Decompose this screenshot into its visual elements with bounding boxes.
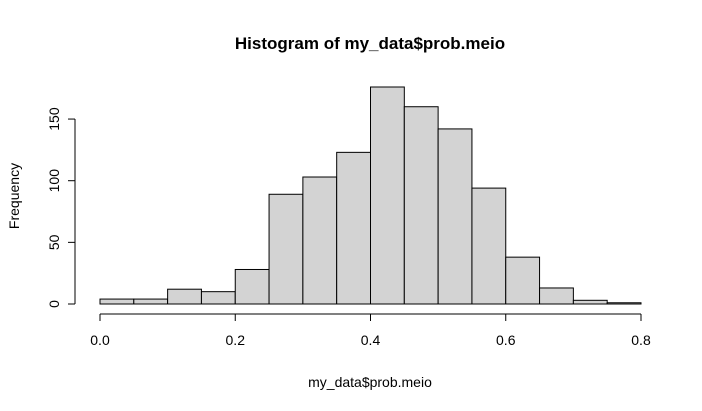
- histogram-bar: [133, 298, 169, 305]
- histogram-bar: [234, 268, 270, 305]
- x-tick-label: 0.2: [226, 332, 246, 348]
- histogram-bar: [268, 193, 304, 305]
- histogram-bar: [539, 287, 574, 305]
- chart-title: Histogram of my_data$prob.meio: [235, 34, 505, 53]
- histogram-bar: [99, 298, 135, 305]
- histogram-bar: [302, 176, 338, 305]
- histogram-bar: [572, 299, 608, 305]
- y-axis-label: Frequency: [6, 163, 22, 229]
- x-tick-label: 0.0: [90, 332, 110, 348]
- histogram-bar: [471, 187, 507, 305]
- histogram-bar: [606, 302, 642, 305]
- bars-group: [99, 86, 642, 305]
- y-tick-label: 0: [46, 300, 62, 308]
- histogram-bar: [403, 106, 439, 305]
- histogram-bar: [167, 288, 202, 305]
- histogram-bar: [370, 86, 405, 305]
- y-axis: 0 50 100 150: [46, 107, 76, 308]
- y-tick-label: 100: [46, 169, 62, 193]
- histogram-bar: [505, 256, 541, 305]
- x-tick-label: 0.8: [631, 332, 651, 348]
- y-tick-label: 50: [46, 234, 62, 250]
- x-tick-label: 0.6: [496, 332, 516, 348]
- x-axis-label: my_data$prob.meio: [308, 374, 432, 390]
- histogram-bar: [336, 151, 372, 305]
- x-tick-label: 0.4: [361, 332, 381, 348]
- histogram-bar: [200, 291, 236, 305]
- y-tick-label: 150: [46, 107, 62, 131]
- histogram-bar: [437, 128, 473, 305]
- x-axis: 0.0 0.2 0.4 0.6 0.8: [90, 313, 651, 348]
